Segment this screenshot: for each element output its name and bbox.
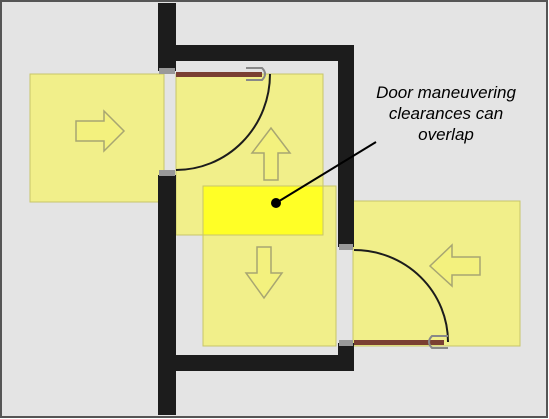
- door-panel: [354, 340, 444, 345]
- door-jamb: [159, 170, 175, 176]
- door-hinge: [428, 335, 448, 349]
- door-hinge: [246, 67, 266, 81]
- callout-text: Door maneuvering clearances can overlap: [356, 82, 536, 145]
- wall-room-top: [158, 45, 354, 61]
- arrow-down-icon: [244, 246, 284, 300]
- callout-line: Door maneuvering: [376, 83, 516, 102]
- wall-main-middle: [158, 175, 176, 357]
- door-jamb: [339, 340, 353, 346]
- door-lower: [339, 244, 449, 349]
- callout-line: overlap: [418, 125, 474, 144]
- arrow-right-icon: [75, 109, 126, 153]
- callout-leader-dot: [271, 198, 281, 208]
- overlap-zone: [202, 185, 324, 236]
- clearance-zone-right: [352, 200, 521, 347]
- door-upper: [159, 67, 271, 176]
- callout-line: clearances can: [388, 104, 504, 123]
- walls: [158, 3, 354, 415]
- door-panel: [176, 72, 262, 77]
- door-swing-arc: [175, 73, 271, 171]
- door-swing-arc: [353, 249, 449, 343]
- wall-room-bottom: [158, 355, 354, 371]
- door-jamb: [339, 244, 353, 250]
- wall-room-right-upper: [338, 45, 354, 247]
- callout-leader-line: [275, 141, 377, 204]
- arrow-left-icon: [428, 243, 481, 288]
- door-jamb: [159, 68, 175, 74]
- arrow-up-icon: [250, 126, 292, 181]
